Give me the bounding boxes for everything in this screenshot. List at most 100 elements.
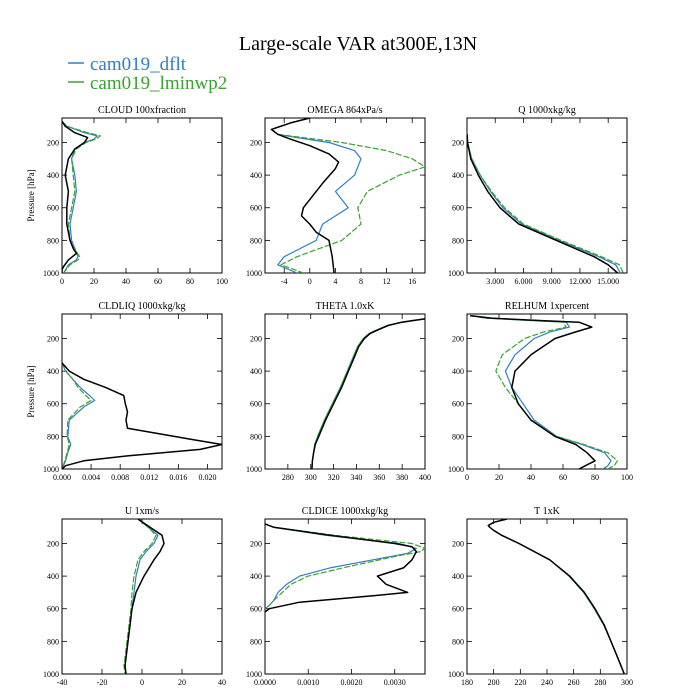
y-tick-label: 400 [47,572,59,581]
series-line-cam019_lminwp2 [470,315,619,469]
series-line-reference [311,318,425,469]
x-tick-label: 0 [140,678,144,687]
x-tick-label: 320 [328,473,340,482]
x-tick-label: 260 [568,678,580,687]
series-line-cam019_dflt [62,120,98,273]
x-tick-label: 340 [350,473,362,482]
x-tick-label: 8 [359,277,363,286]
legend-label-dflt: cam019_dflt [90,54,187,75]
y-tick-label: 800 [250,432,262,441]
plot-frame [61,518,223,675]
y-tick-label: 400 [47,367,59,376]
x-tick-label: 100 [216,277,228,286]
x-tick-label: 0.0010 [297,678,319,687]
x-tick-label: 80 [186,277,194,286]
x-tick-label: 12.000 [569,277,591,286]
y-tick-label: 800 [47,236,59,245]
x-tick-label: 40 [218,678,226,687]
y-tick-label: 200 [47,334,59,343]
x-tick-label: 240 [541,678,553,687]
panel-2: Q 1000xkg/kg 200 400 600 800 1000 3.000 6.000 9.… [448,105,628,286]
y-tick-label: 200 [452,539,464,548]
x-tick-label: 0 [60,277,64,286]
series-line-cam019_lminwp2 [62,120,102,273]
x-tick-label: 0.008 [111,473,129,482]
series-line-cam019_dflt [124,519,159,674]
x-tick-label: 380 [396,473,408,482]
panel-title: RELHUM 1xpercent [505,301,589,312]
panel-6: U 1xm/s 200 400 600 800 1000-40 -20 0 20 40 [43,506,226,687]
x-tick-label: 200 [488,678,500,687]
y-tick-label: 400 [452,572,464,581]
x-tick-label: 3.000 [486,277,504,286]
x-tick-label: -40 [57,678,68,687]
x-tick-label: 40 [122,277,130,286]
x-tick-label: 0 [465,473,469,482]
x-tick-label: 0.020 [198,473,216,482]
panel-title: U 1xm/s [125,506,159,517]
y-tick-label: 200 [250,138,262,147]
y-tick-label: 600 [47,605,59,614]
y-tick-label: 400 [250,367,262,376]
x-tick-label: 0.0030 [384,678,406,687]
series-line-cam019_dflt [487,519,625,674]
panel-title: CLDLIQ 1000xkg/kg [99,301,186,312]
y-tick-label: 1000 [448,670,464,679]
y-tick-label: 1000 [448,465,464,474]
series-line-cam019_dflt [311,318,425,469]
series-line-cam019_dflt [467,134,621,273]
x-tick-label: 4 [333,277,337,286]
x-tick-label: 220 [514,678,526,687]
x-tick-label: 300 [621,678,633,687]
series-line-cam019_lminwp2 [467,134,624,273]
plot-frame [466,518,628,675]
series-line-cam019_lminwp2 [487,519,625,674]
y-tick-label: 600 [452,204,464,213]
plot-frame [264,313,426,470]
panel-title: T 1xK [534,506,560,517]
y-tick-label: 400 [452,367,464,376]
panel-title: THETA 1.0xK [316,301,375,312]
x-tick-label: 0.0000 [254,678,276,687]
x-tick-label: 360 [373,473,385,482]
y-tick-label: 800 [452,432,464,441]
plot-frame [264,518,426,675]
y-axis-label: Pressure [hPa] [26,365,36,417]
series-line-cam019_lminwp2 [62,362,92,469]
panel-1: OMEGA 864xPa/s 200 400 600 800 1000 -4 0 4 8 12 16 [246,105,426,286]
x-tick-label: -20 [97,678,108,687]
y-tick-label: 400 [250,171,262,180]
y-tick-label: 600 [250,204,262,213]
plot-frame [61,117,223,274]
y-tick-label: 1000 [246,269,262,278]
y-tick-label: 800 [452,637,464,646]
x-tick-label: 40 [527,473,535,482]
x-tick-label: 0.0020 [340,678,362,687]
legend-label-lminwp2: cam019_lminwp2 [90,73,227,94]
legend: cam019_dflt cam019_lminwp2 [68,54,227,94]
x-tick-label: 12 [383,277,391,286]
x-tick-label: 280 [282,473,294,482]
series-line-reference [124,519,165,674]
series-line-cam019_lminwp2 [265,523,425,610]
x-tick-label: 60 [154,277,162,286]
y-tick-label: 600 [47,204,59,213]
series-line-reference [62,362,222,469]
series-line-reference [470,314,596,469]
x-tick-label: 0 [308,277,312,286]
y-tick-label: 600 [250,400,262,409]
y-tick-label: 800 [250,637,262,646]
x-tick-label: 6.000 [514,277,532,286]
panel-title: OMEGA 864xPa/s [307,105,382,116]
panel-4: THETA 1.0xK 200 400 600 800 1000 280 300 320 340 3… [246,301,431,482]
panel-title: Q 1000xkg/kg [518,105,576,116]
x-tick-label: 100 [621,473,633,482]
y-tick-label: 1000 [43,269,59,278]
plot-frame [264,117,426,274]
x-tick-label: 400 [419,473,431,482]
y-tick-label: 400 [250,572,262,581]
plot-frame [61,313,223,470]
